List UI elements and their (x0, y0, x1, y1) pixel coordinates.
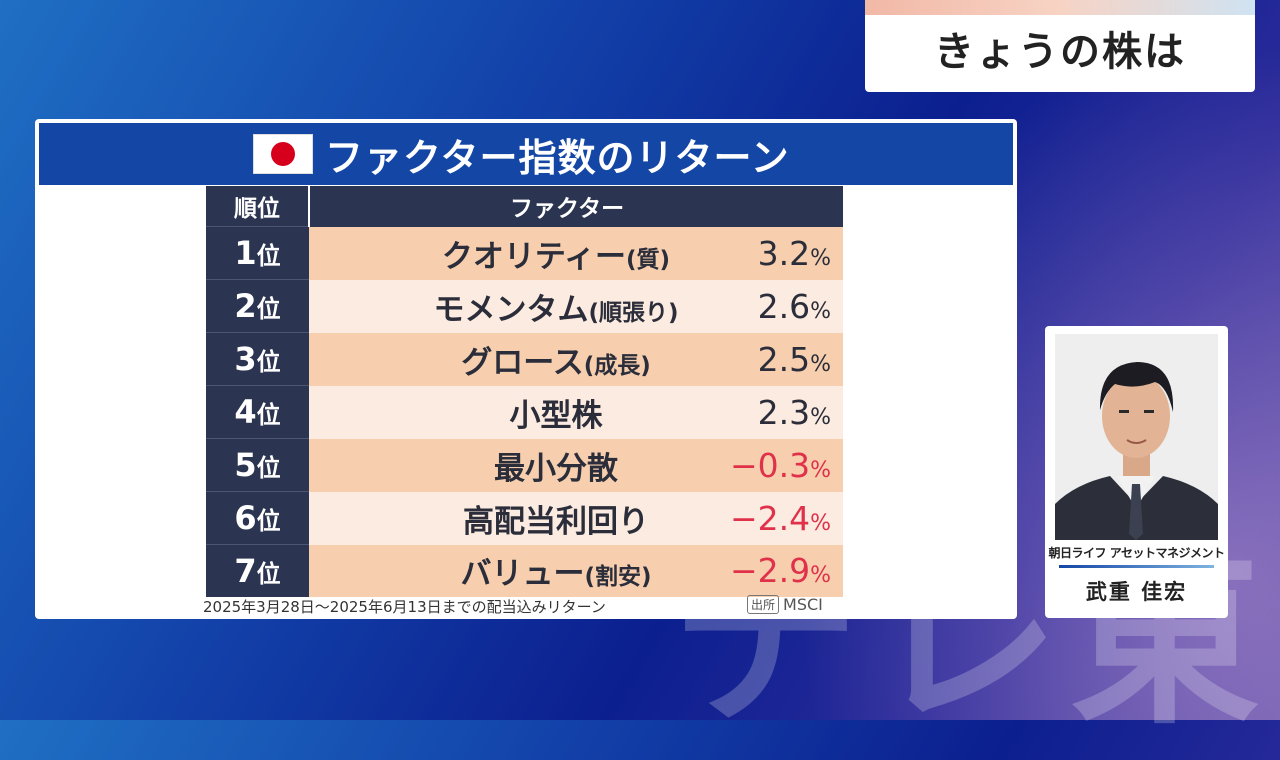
person-portrait-image (1055, 334, 1218, 540)
panel-header: ファクター指数のリターン (39, 123, 1013, 185)
return-value: −2.4 (729, 498, 811, 538)
factor-name: モメンタム (433, 291, 589, 328)
header-factor: ファクター (309, 186, 843, 227)
percent-unit: % (810, 404, 831, 430)
name-divider (1059, 565, 1214, 568)
table-row: 5位 最小分散 −0.3% (206, 438, 843, 492)
table-row: 7位 バリュー(割安) −2.9% (206, 544, 843, 597)
table-row: 2位 モメンタム(順張り) 2.6% (206, 279, 843, 333)
rank-cell: 7位 (206, 544, 309, 597)
table-body: 1位 クオリティー(質) 3.2% 2位 モメンタム(順張り) 2.6% 3位 グロース(成長… (206, 226, 843, 597)
rank-cell: 1位 (206, 226, 309, 280)
return-value: 3.2 (757, 233, 811, 273)
factor-return-panel: ファクター指数のリターン 順位 ファクター 1位 クオリティー(質) 3.2% 2位モ… (35, 119, 1017, 619)
factor-subname: (順張り) (588, 299, 679, 326)
rank-cell: 5位 (206, 438, 309, 492)
return-value: −2.9 (729, 551, 811, 591)
factor-name-cell: 小型株 (309, 385, 723, 439)
source-name: MSCI (783, 595, 823, 614)
factor-subname: (質) (626, 246, 671, 273)
caption-accent-strip (865, 0, 1255, 15)
factor-name: 小型株 (509, 397, 603, 434)
rank-number: 6 (234, 499, 257, 537)
factor-name: クオリティー (441, 238, 627, 275)
factor-subname: (割安) (584, 564, 652, 591)
factor-name: バリュー (460, 556, 585, 593)
rank-unit: 位 (256, 242, 281, 270)
percent-unit: % (810, 351, 831, 377)
factor-name: 高配当利回り (463, 503, 649, 540)
rank-cell: 2位 (206, 279, 309, 333)
return-value-cell: −2.9% (723, 544, 843, 597)
rank-cell: 4位 (206, 385, 309, 439)
return-value: 2.6 (757, 286, 811, 326)
table-header-row: 順位 ファクター (206, 186, 843, 227)
factor-name-cell: バリュー(割安) (309, 544, 723, 597)
factor-name-cell: グロース(成長) (309, 332, 723, 386)
rank-cell: 3位 (206, 332, 309, 386)
factor-name-cell: モメンタム(順張り) (309, 279, 723, 333)
percent-unit: % (810, 563, 831, 589)
factor-name-cell: 最小分散 (309, 438, 723, 492)
table-row: 3位 グロース(成長) 2.5% (206, 332, 843, 386)
header-rank: 順位 (206, 186, 310, 227)
percent-unit: % (810, 510, 831, 536)
commentator-name: 武重 佳宏 (1085, 580, 1188, 604)
table-row: 6位 高配当利回り −2.4% (206, 491, 843, 545)
table-row: 1位 クオリティー(質) 3.2% (206, 226, 843, 280)
return-value-cell: −0.3% (723, 438, 843, 492)
rank-number: 5 (234, 446, 257, 484)
percent-unit: % (810, 298, 831, 324)
commentator-card: 朝日ライフ アセットマネジメント 武重 佳宏 (1045, 326, 1228, 618)
return-value: −0.3 (729, 445, 811, 485)
return-value: 2.5 (757, 339, 811, 379)
percent-unit: % (810, 245, 831, 271)
rank-unit: 位 (256, 560, 281, 588)
return-value: 2.3 (757, 392, 811, 432)
rank-number: 3 (234, 340, 257, 378)
panel-title: ファクター指数のリターン (325, 135, 790, 180)
return-value-cell: 2.5% (723, 332, 843, 386)
rank-cell: 6位 (206, 491, 309, 545)
table-row: 4位 小型株 2.3% (206, 385, 843, 439)
rank-number: 4 (234, 393, 257, 431)
return-value-cell: 2.3% (723, 385, 843, 439)
commentator-photo (1055, 334, 1218, 540)
factor-subname: (成長) (583, 352, 651, 379)
return-value-cell: 3.2% (723, 226, 843, 280)
rank-number: 1 (234, 234, 257, 272)
return-value-cell: 2.6% (723, 279, 843, 333)
rank-unit: 位 (256, 295, 281, 323)
factor-name: 最小分散 (494, 450, 618, 487)
rank-number: 2 (234, 287, 257, 325)
flag-sun (271, 142, 295, 166)
factor-name-cell: クオリティー(質) (309, 226, 723, 280)
rank-unit: 位 (256, 348, 281, 376)
source-label: 出所 (747, 595, 780, 614)
factor-ranking-table: 順位 ファクター 1位 クオリティー(質) 3.2% 2位 モメンタム(順張り) 2.6%… (206, 186, 843, 597)
return-value-cell: −2.4% (723, 491, 843, 545)
factor-name-cell: 高配当利回り (309, 491, 723, 545)
segment-title: きょうの株は (934, 29, 1186, 75)
source-note: 出所 MSCI (747, 595, 823, 614)
rank-unit: 位 (256, 507, 281, 535)
segment-caption: きょうの株は (865, 0, 1255, 92)
rank-number: 7 (234, 552, 257, 590)
period-footnote: 2025年3月28日〜2025年6月13日までの配当込みリターン (203, 598, 606, 616)
commentator-company: 朝日ライフ アセットマネジメント (1048, 546, 1225, 560)
japan-flag-icon (253, 134, 313, 174)
rank-unit: 位 (256, 454, 281, 482)
percent-unit: % (810, 457, 831, 483)
factor-name: グロース (461, 344, 584, 381)
rank-unit: 位 (256, 401, 281, 429)
